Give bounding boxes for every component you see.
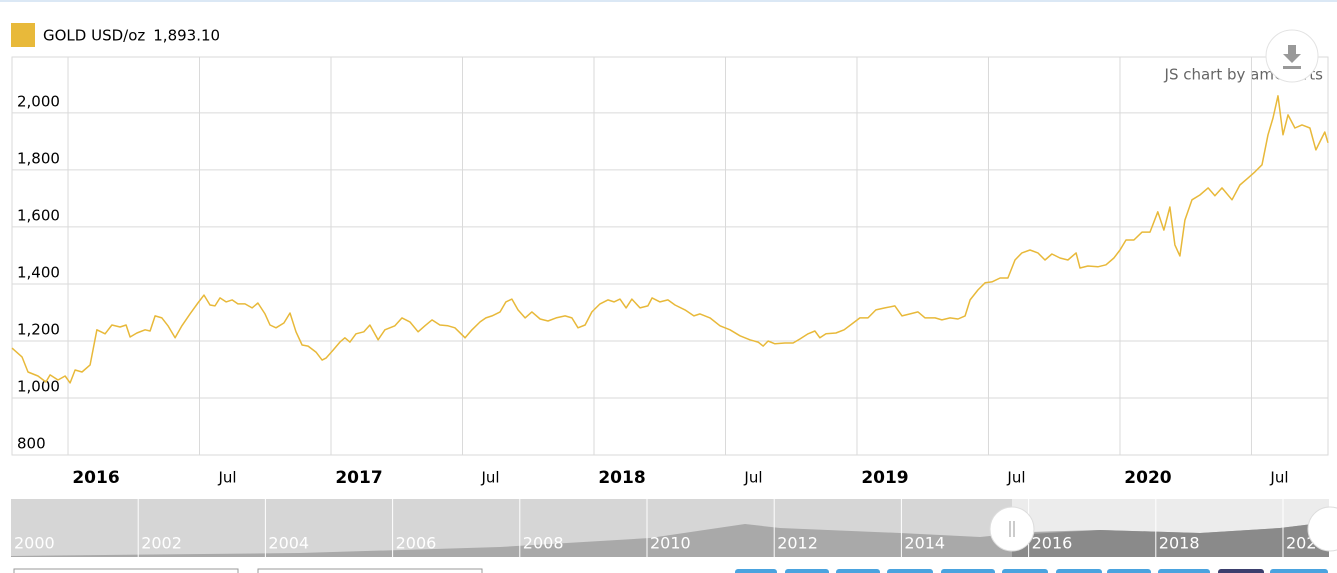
period-button[interactable] [887, 569, 933, 573]
x-tick-label: 2019 [861, 468, 908, 488]
navigator-label: 2014 [904, 534, 945, 553]
period-button[interactable] [941, 569, 995, 573]
period-button[interactable] [1056, 569, 1102, 573]
download-icon [1283, 45, 1301, 69]
navigator-label: 2000 [14, 534, 55, 553]
period-buttons [735, 569, 1328, 573]
navigator-area [11, 522, 1329, 557]
x-tick-label: Jul [217, 469, 236, 487]
x-tick-label: Jul [1269, 469, 1288, 487]
navigator-label: 2008 [523, 534, 564, 553]
navigator-label: 2002 [141, 534, 182, 553]
legend-label: GOLD USD/oz [43, 27, 145, 45]
period-button[interactable] [1158, 569, 1210, 573]
y-tick-label: 2,000 [17, 92, 60, 110]
navigator-grip[interactable] [989, 506, 1035, 552]
x-tick-label: 2017 [335, 468, 382, 488]
legend-value: 1,893.10 [153, 27, 220, 45]
y-tick-label: 1,000 [17, 377, 60, 395]
period-button[interactable] [735, 569, 777, 573]
period-button[interactable] [785, 569, 829, 573]
navigator-label: 2018 [1159, 534, 1200, 553]
navigator: 2000 2002 2004 2006 2008 2010 2012 2014 2016 2018… [11, 499, 1337, 557]
navigator-label: 2016 [1032, 534, 1073, 553]
navigator-grip[interactable] [1307, 506, 1337, 552]
navigator-label: 2010 [650, 534, 691, 553]
period-button[interactable] [1270, 569, 1328, 573]
period-button[interactable] [1218, 569, 1264, 573]
period-button[interactable] [1107, 569, 1151, 573]
y-tick-label: 1,400 [17, 263, 60, 281]
navigator-label: 2012 [777, 534, 818, 553]
navigator-label: 2006 [396, 534, 437, 553]
x-tick-label: Jul [480, 469, 499, 487]
y-tick-label: 800 [17, 435, 46, 453]
date-input[interactable] [257, 568, 483, 573]
y-tick-label: 1,600 [17, 206, 60, 224]
y-tick-label: 1,800 [17, 149, 60, 167]
x-tick-label: 2018 [598, 468, 645, 488]
period-button[interactable] [836, 569, 880, 573]
x-tick-label: 2016 [72, 468, 119, 488]
period-button[interactable] [1002, 569, 1048, 573]
legend-swatch [11, 23, 35, 47]
plot-frame [11, 56, 1329, 456]
navigator-label: 2004 [268, 534, 309, 553]
navigator-area-selected [1012, 522, 1329, 557]
date-input[interactable] [13, 568, 239, 573]
x-tick-label: Jul [743, 469, 762, 487]
x-tick-label: 2020 [1124, 468, 1171, 488]
y-tick-label: 1,200 [17, 320, 60, 338]
x-tick-label: Jul [1006, 469, 1025, 487]
price-line [11, 95, 1329, 384]
